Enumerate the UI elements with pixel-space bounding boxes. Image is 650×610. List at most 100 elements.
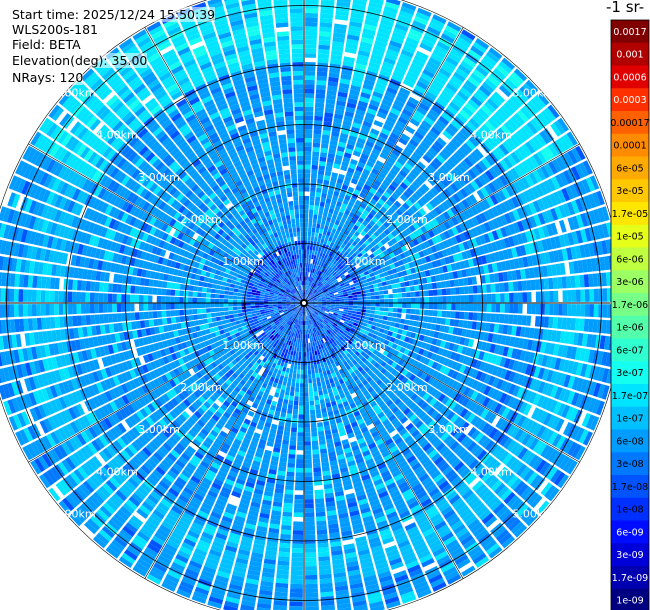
range-bin: [306, 258, 309, 263]
range-bin: [316, 286, 320, 291]
range-bin: [312, 304, 318, 305]
range-bin: [256, 525, 268, 532]
range-bin: [397, 240, 405, 247]
range-bin: [304, 195, 310, 201]
range-bin: [502, 140, 513, 153]
range-bin: [475, 65, 489, 77]
range-bin: [324, 254, 329, 260]
range-bin: [486, 284, 492, 293]
range-bin: [314, 107, 324, 113]
range-bin: [331, 372, 337, 378]
range-bin: [338, 231, 344, 238]
range-bin: [601, 351, 608, 366]
range-bin: [380, 392, 388, 400]
range-bin: [326, 240, 331, 246]
range-bin: [328, 321, 333, 326]
range-bin: [304, 352, 307, 357]
range-bin: [346, 225, 353, 232]
range-bin: [509, 336, 516, 347]
range-bin: [343, 360, 349, 367]
range-bin: [369, 337, 376, 343]
range-bin: [413, 320, 419, 327]
range-bin: [327, 322, 332, 327]
range-bin: [322, 268, 326, 273]
range-bin: [452, 271, 459, 279]
range-bin: [326, 329, 331, 335]
range-bin: [355, 414, 363, 421]
range-bin: [521, 375, 529, 387]
range-bin: [307, 305, 311, 309]
range-bin: [366, 303, 371, 307]
range-bin: [417, 452, 427, 462]
range-bin: [344, 47, 357, 54]
range-bin: [343, 543, 355, 550]
range-bin: [418, 208, 427, 216]
range-bin: [305, 307, 307, 312]
range-bin: [355, 243, 361, 250]
range-bin: [439, 462, 450, 473]
range-bin: [605, 320, 612, 334]
range-bin: [523, 489, 536, 503]
range-bin: [278, 556, 290, 562]
range-bin: [468, 338, 475, 348]
range-bin: [533, 94, 546, 109]
range-bin: [312, 297, 317, 300]
range-bin: [460, 534, 474, 546]
range-bin: [345, 148, 353, 155]
range-bin: [399, 182, 409, 190]
range-bin: [544, 146, 555, 160]
range-bin: [540, 444, 551, 458]
range-bin: [344, 300, 349, 303]
range-bin: [516, 361, 524, 373]
range-bin: [403, 190, 411, 199]
range-bin: [383, 202, 391, 210]
range-bin: [347, 167, 355, 174]
range-bin: [412, 576, 427, 586]
range-bin: [315, 309, 320, 312]
range-bin: [371, 415, 379, 423]
range-bin: [349, 578, 363, 585]
range-bin: [370, 247, 376, 253]
range-bin: [453, 319, 460, 327]
range-bin: [338, 294, 344, 298]
range-bin: [309, 315, 312, 320]
range-bin: [348, 298, 353, 301]
range-bin: [532, 136, 543, 149]
range-bin: [539, 461, 551, 476]
range-bin: [400, 485, 411, 494]
range-bin: [398, 169, 408, 178]
range-bin: [467, 441, 477, 452]
range-bin: [304, 151, 312, 156]
range-bin: [325, 244, 330, 250]
range-bin: [465, 249, 472, 259]
range-bin: [318, 319, 322, 324]
range-bin: [386, 482, 397, 491]
range-bin: [324, 488, 334, 494]
range-bin: [337, 403, 344, 409]
range-bin: [311, 288, 315, 293]
range-bin: [411, 462, 422, 471]
range-bin: [269, 523, 280, 530]
range-bin: [304, 200, 309, 205]
range-bin: [397, 539, 411, 549]
range-bin: [330, 176, 337, 183]
range-bin: [361, 296, 367, 300]
range-bin: [397, 340, 404, 347]
range-bin: [473, 502, 486, 514]
range-bin: [574, 427, 585, 442]
range-bin: [526, 471, 538, 485]
range-bin: [376, 248, 383, 255]
range-bin: [328, 523, 339, 530]
range-bin: [351, 518, 362, 526]
range-bin: [288, 400, 294, 405]
range-bin: [316, 280, 320, 285]
range-bin: [414, 432, 423, 442]
range-bin: [420, 328, 427, 335]
range-bin: [405, 471, 416, 481]
range-bin: [376, 227, 384, 234]
range-bin: [463, 259, 470, 268]
range-bin: [305, 12, 318, 18]
range-bin: [351, 334, 357, 340]
range-bin: [389, 40, 403, 49]
range-bin: [304, 441, 311, 446]
